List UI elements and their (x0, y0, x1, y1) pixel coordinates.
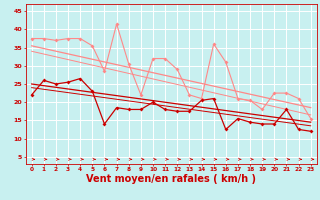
X-axis label: Vent moyen/en rafales ( km/h ): Vent moyen/en rafales ( km/h ) (86, 174, 256, 184)
